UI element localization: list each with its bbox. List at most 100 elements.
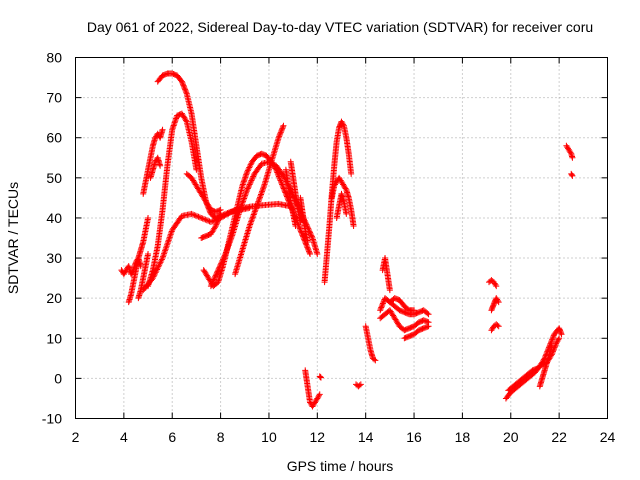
data-point bbox=[249, 176, 256, 183]
data-point bbox=[258, 191, 265, 198]
data-point bbox=[548, 339, 555, 346]
data-point bbox=[247, 180, 254, 187]
data-point bbox=[548, 343, 555, 350]
data-point bbox=[259, 187, 266, 194]
data-point bbox=[275, 134, 282, 141]
data-point bbox=[246, 222, 253, 229]
data-point bbox=[276, 132, 283, 139]
data-point bbox=[280, 184, 287, 191]
data-point bbox=[152, 269, 159, 276]
data-point bbox=[210, 276, 217, 283]
data-point bbox=[250, 212, 257, 219]
data-point bbox=[145, 214, 152, 221]
x-axis-title: GPS time / hours bbox=[287, 458, 394, 474]
x-tick-label: 12 bbox=[310, 429, 326, 445]
data-point bbox=[304, 239, 311, 246]
data-point bbox=[305, 248, 312, 255]
data-point bbox=[154, 265, 161, 272]
data-point bbox=[166, 234, 173, 241]
data-point bbox=[316, 373, 323, 380]
data-point bbox=[548, 337, 555, 344]
data-point bbox=[242, 191, 249, 198]
data-point bbox=[228, 235, 235, 242]
data-point bbox=[549, 335, 556, 342]
data-point bbox=[247, 221, 254, 228]
data-point bbox=[224, 211, 231, 218]
data-point bbox=[215, 216, 222, 223]
series-arc-4 bbox=[140, 126, 166, 197]
data-point bbox=[275, 172, 282, 179]
data-marks bbox=[118, 70, 576, 410]
data-point bbox=[196, 214, 203, 221]
data-point bbox=[379, 300, 386, 307]
data-point bbox=[212, 273, 219, 280]
data-point bbox=[158, 256, 165, 263]
data-point bbox=[279, 125, 286, 132]
series-arc-21 bbox=[333, 190, 350, 221]
y-tick-label: -10 bbox=[42, 411, 62, 427]
data-point bbox=[216, 263, 223, 270]
data-point bbox=[254, 201, 261, 208]
data-point bbox=[549, 336, 556, 343]
data-point bbox=[255, 197, 262, 204]
data-point bbox=[243, 188, 250, 195]
data-point bbox=[244, 167, 251, 174]
data-point bbox=[180, 82, 187, 89]
data-point bbox=[220, 256, 227, 263]
data-point bbox=[193, 166, 200, 173]
data-point bbox=[552, 341, 559, 348]
data-point bbox=[205, 217, 212, 224]
series-arc-5 bbox=[147, 154, 164, 181]
data-point bbox=[304, 245, 311, 252]
data-point bbox=[492, 281, 499, 288]
data-point bbox=[163, 244, 170, 251]
series-arc-17 bbox=[302, 367, 323, 410]
data-point bbox=[280, 122, 287, 129]
data-point bbox=[211, 224, 218, 231]
data-point bbox=[156, 260, 163, 267]
data-point bbox=[308, 232, 315, 239]
data-point bbox=[218, 260, 225, 267]
data-point bbox=[244, 168, 251, 175]
data-point bbox=[250, 211, 257, 218]
data-point bbox=[237, 205, 244, 212]
data-point bbox=[228, 233, 235, 240]
series-arc-23 bbox=[362, 323, 379, 364]
series-arc-2 bbox=[125, 214, 152, 306]
data-point bbox=[210, 277, 217, 284]
data-point bbox=[188, 210, 195, 217]
data-point bbox=[316, 391, 323, 398]
series-arc-33 bbox=[505, 335, 563, 394]
data-point bbox=[199, 215, 206, 222]
data-point bbox=[278, 180, 285, 187]
y-axis-title: SDTVAR / TECUs bbox=[5, 182, 21, 294]
data-point bbox=[214, 268, 221, 275]
data-point bbox=[223, 248, 230, 255]
data-point bbox=[156, 262, 163, 269]
data-point bbox=[203, 217, 210, 224]
data-point bbox=[164, 240, 171, 247]
series-arc-35 bbox=[563, 142, 576, 161]
data-point bbox=[276, 133, 283, 140]
x-tick-label: 22 bbox=[551, 429, 567, 445]
data-point bbox=[379, 301, 386, 308]
data-point bbox=[256, 194, 263, 201]
data-point bbox=[213, 271, 220, 278]
x-tick-label: 18 bbox=[455, 429, 471, 445]
data-point bbox=[567, 149, 574, 156]
data-point bbox=[495, 323, 502, 330]
data-point bbox=[208, 281, 215, 288]
data-point bbox=[556, 335, 563, 342]
data-point bbox=[282, 189, 289, 196]
data-point bbox=[279, 181, 286, 188]
data-point bbox=[569, 154, 576, 161]
data-point bbox=[299, 230, 306, 237]
data-point bbox=[245, 184, 252, 191]
data-point bbox=[314, 251, 321, 258]
y-tick-label: 50 bbox=[46, 170, 62, 186]
data-point bbox=[159, 255, 166, 262]
series-arc-10 bbox=[198, 210, 224, 241]
data-point bbox=[260, 185, 267, 192]
data-point bbox=[214, 218, 221, 225]
